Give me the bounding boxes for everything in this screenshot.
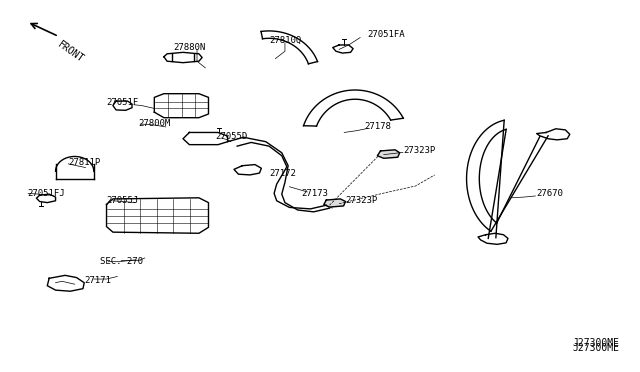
Text: 27051FJ: 27051FJ [27, 189, 65, 198]
Text: 27051FA: 27051FA [368, 30, 405, 39]
Text: 27880N: 27880N [173, 43, 205, 52]
Polygon shape [324, 199, 346, 207]
Text: 27810Q: 27810Q [269, 36, 301, 45]
Text: FRONT: FRONT [56, 39, 85, 64]
Text: 27800M: 27800M [138, 119, 171, 128]
Text: J27300ME: J27300ME [573, 343, 620, 353]
Text: 27055J: 27055J [106, 196, 139, 205]
Text: 27323P: 27323P [403, 147, 435, 155]
Text: 27172: 27172 [269, 169, 296, 177]
Text: J27300ME: J27300ME [573, 339, 620, 349]
Text: 27323P: 27323P [346, 196, 378, 205]
Text: SEC. 270: SEC. 270 [100, 257, 143, 266]
Text: 27171: 27171 [84, 276, 111, 285]
Text: 27173: 27173 [301, 189, 328, 198]
Text: 27055D: 27055D [215, 132, 247, 141]
Text: 27811P: 27811P [68, 157, 100, 167]
Polygon shape [378, 150, 399, 158]
Text: 27670: 27670 [537, 189, 564, 198]
Text: 27051F: 27051F [106, 99, 138, 108]
Text: 27178: 27178 [365, 122, 392, 131]
